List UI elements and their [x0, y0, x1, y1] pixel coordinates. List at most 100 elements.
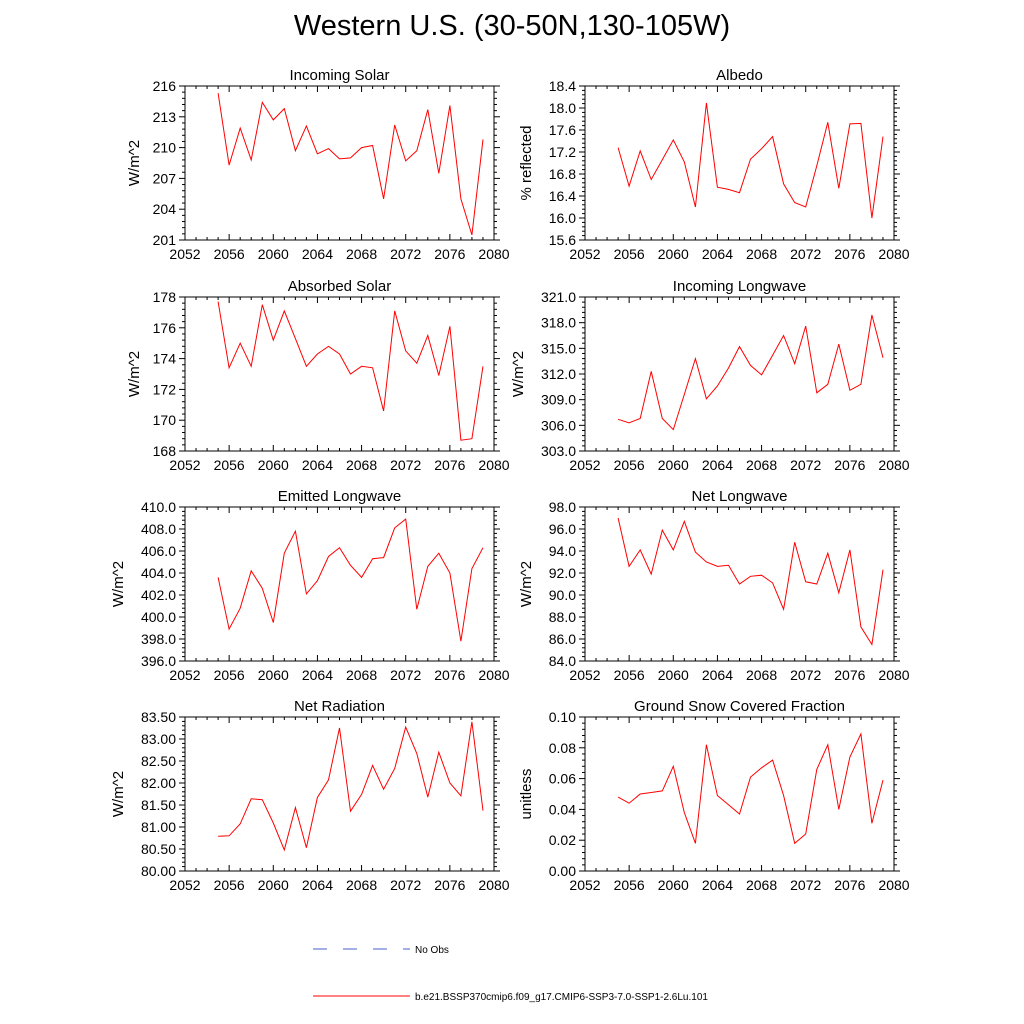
y-tick-label: 210 [153, 140, 177, 156]
plot-frame [584, 716, 895, 872]
y-tick-label: 98.0 [549, 499, 576, 515]
x-tick-label: 2052 [569, 457, 600, 473]
y-tick-label: 204 [153, 201, 177, 217]
y-tick-label: 0.02 [549, 832, 576, 848]
y-tick-label: 404.0 [141, 565, 176, 581]
x-tick-label: 2056 [214, 667, 245, 683]
y-tick-label: 90.0 [549, 587, 576, 603]
y-tick-label: 83.00 [141, 731, 176, 747]
x-tick-label: 2080 [878, 457, 909, 473]
chart-title: Net Longwave [692, 488, 788, 505]
x-tick-label: 2068 [746, 667, 777, 683]
x-tick-label: 2072 [790, 246, 821, 262]
plot-frame [184, 296, 495, 452]
x-tick-label: 2068 [346, 457, 377, 473]
x-tick-label: 2056 [614, 246, 645, 262]
y-tick-label: 408.0 [141, 521, 176, 537]
series-line [217, 93, 484, 236]
y-tick-label: 402.0 [141, 587, 176, 603]
y-tick-label: 216 [153, 78, 177, 94]
y-tick-label: 306.0 [541, 417, 576, 433]
x-tick-label: 2064 [702, 877, 733, 893]
y-tick-label: 410.0 [141, 499, 176, 515]
y-tick-label: 96.0 [549, 521, 576, 537]
chart-net-longwave: Net Longwave 2052 2056 2060 2064 2068 2072 2076… [518, 488, 910, 683]
y-axis-label: W/m^2 [518, 561, 535, 607]
page-title: Western U.S. (30-50N,130-105W) [293, 10, 731, 42]
x-tick-label: 2060 [258, 667, 289, 683]
x-tick-label: 2068 [346, 877, 377, 893]
x-tick-label: 2060 [658, 877, 689, 893]
x-tick-label: 2056 [214, 246, 245, 262]
chart-incoming-longwave: Incoming Longwave 2052 2056 2060 2064 2068 207… [510, 278, 910, 473]
x-tick-label: 2072 [390, 667, 421, 683]
y-tick-label: 309.0 [541, 392, 576, 408]
x-tick-label: 2080 [478, 246, 509, 262]
y-tick-label: 170 [153, 412, 177, 428]
x-tick-label: 2072 [390, 457, 421, 473]
y-axis-label: W/m^2 [126, 140, 143, 186]
y-tick-label: 172 [153, 381, 177, 397]
legend-label: b.e21.BSSP370cmip6.f09_g17.CMIP6-SSP3-7.… [415, 992, 708, 1003]
y-tick-label: 396.0 [141, 653, 176, 669]
x-tick-label: 2056 [214, 457, 245, 473]
y-tick-label: 17.6 [549, 122, 576, 138]
x-tick-label: 2080 [478, 457, 509, 473]
y-tick-label: 315.0 [541, 340, 576, 356]
chart-incoming-solar: Incoming Solar 2052 2056 2060 2064 2068 2072 20… [126, 67, 510, 262]
y-tick-label: 94.0 [549, 543, 576, 559]
series-line [217, 301, 484, 441]
chart-title: Ground Snow Covered Fraction [634, 698, 845, 715]
x-tick-label: 2080 [478, 667, 509, 683]
x-tick-label: 2072 [390, 877, 421, 893]
y-tick-label: 88.0 [549, 609, 576, 625]
y-tick-label: 0.08 [549, 740, 576, 756]
x-tick-label: 2076 [834, 667, 865, 683]
y-tick-label: 92.0 [549, 565, 576, 581]
x-tick-label: 2064 [302, 457, 333, 473]
x-tick-label: 2060 [658, 246, 689, 262]
x-tick-label: 2060 [258, 246, 289, 262]
y-tick-label: 0.06 [549, 771, 576, 787]
x-tick-label: 2072 [390, 246, 421, 262]
chart-albedo: Albedo 2052 2056 2060 2064 2068 2072 2076 2080 15… [518, 67, 910, 262]
y-axis-label: W/m^2 [126, 351, 143, 397]
x-tick-label: 2080 [478, 877, 509, 893]
x-tick-label: 2064 [702, 457, 733, 473]
series-line [617, 102, 884, 219]
x-tick-label: 2052 [569, 246, 600, 262]
x-tick-label: 2068 [746, 877, 777, 893]
x-tick-label: 2052 [169, 246, 200, 262]
y-tick-label: 80.00 [141, 863, 176, 879]
x-tick-label: 2056 [614, 877, 645, 893]
y-axis-label: % reflected [518, 125, 535, 200]
y-tick-label: 398.0 [141, 631, 176, 647]
x-tick-label: 2076 [434, 877, 465, 893]
y-tick-label: 321.0 [541, 289, 576, 305]
y-tick-label: 201 [153, 232, 177, 248]
chart-emitted-longwave: Emitted Longwave 2052 2056 2060 2064 2068 2072… [110, 488, 510, 683]
chart-title: Absorbed Solar [288, 278, 391, 295]
y-axis-label: unitless [518, 769, 535, 820]
y-tick-label: 16.8 [549, 166, 576, 182]
x-tick-label: 2060 [658, 667, 689, 683]
x-tick-label: 2060 [258, 457, 289, 473]
y-axis-label: W/m^2 [110, 771, 127, 817]
x-tick-label: 2072 [790, 457, 821, 473]
y-tick-label: 18.4 [549, 78, 576, 94]
chart-absorbed-solar: Absorbed Solar 2052 2056 2060 2064 2068 2072 20… [126, 278, 510, 473]
y-tick-label: 176 [153, 320, 177, 336]
chart-ground-snow-covered-fraction: Ground Snow Covered Fraction 2052 2056 2060… [518, 698, 910, 893]
x-tick-label: 2052 [169, 667, 200, 683]
y-axis-label: W/m^2 [110, 561, 127, 607]
y-tick-label: 400.0 [141, 609, 176, 625]
chart-title: Emitted Longwave [278, 488, 401, 505]
chart-title: Net Radiation [294, 698, 385, 715]
y-tick-label: 0.00 [549, 863, 576, 879]
y-tick-label: 303.0 [541, 443, 576, 459]
y-tick-label: 312.0 [541, 366, 576, 382]
x-tick-label: 2068 [746, 246, 777, 262]
series-line [617, 517, 884, 646]
plot-frame [584, 296, 895, 452]
